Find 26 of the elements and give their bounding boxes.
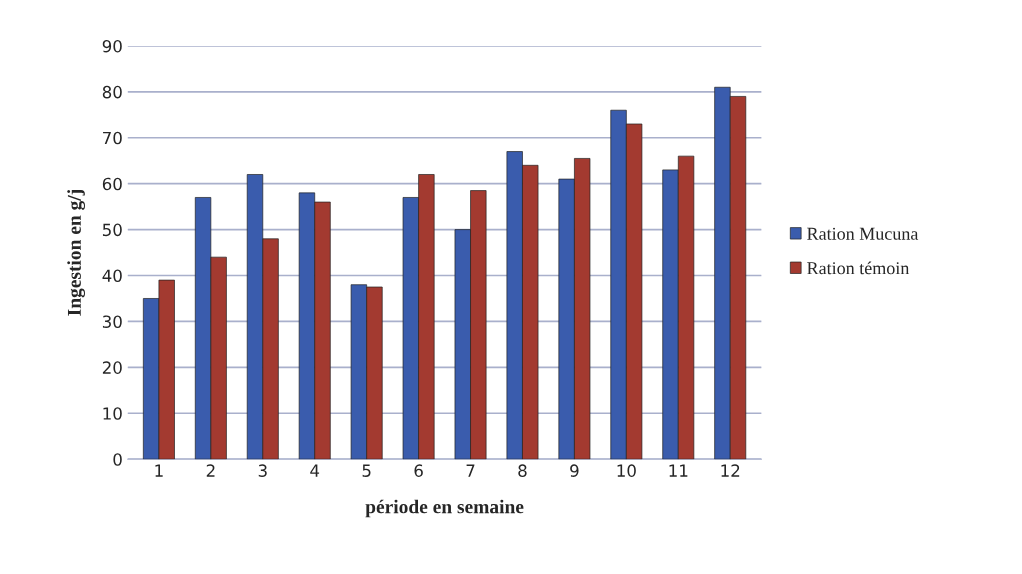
x-tick-label: 3 xyxy=(258,464,267,477)
x-tick-label: 10 xyxy=(617,464,636,477)
x-tick-label: 6 xyxy=(414,464,423,477)
x-tick-label: 1 xyxy=(155,464,163,477)
y-tick-label: 90 xyxy=(102,39,122,53)
x-tick-label: 8 xyxy=(518,464,527,477)
y-tick-label: 40 xyxy=(102,269,122,283)
y-tick-label: 60 xyxy=(102,177,122,191)
x-tick-label: 4 xyxy=(310,464,320,477)
y-tick-label: 70 xyxy=(103,131,122,145)
y-tick-label: 10 xyxy=(103,407,122,420)
y-tick-label: 50 xyxy=(102,223,122,237)
legend-label: Ration témoin xyxy=(807,261,910,275)
y-tick-label: 30 xyxy=(102,315,122,329)
legend-label: Ration Mucuna xyxy=(807,227,919,240)
y-axis-title: Ingestion en g/j xyxy=(67,190,86,316)
x-tick-label: 12 xyxy=(721,464,740,477)
x-axis-title: période en semaine xyxy=(365,499,524,518)
x-tick-label: 11 xyxy=(669,464,688,477)
y-tick-label: 20 xyxy=(102,361,122,374)
y-tick-label: 80 xyxy=(102,85,122,99)
x-tick-label: 9 xyxy=(570,464,579,477)
x-tick-label: 2 xyxy=(206,464,215,477)
x-tick-label: 7 xyxy=(466,464,475,477)
y-tick-label: 0 xyxy=(113,453,122,466)
x-tick-label: 5 xyxy=(362,464,371,477)
